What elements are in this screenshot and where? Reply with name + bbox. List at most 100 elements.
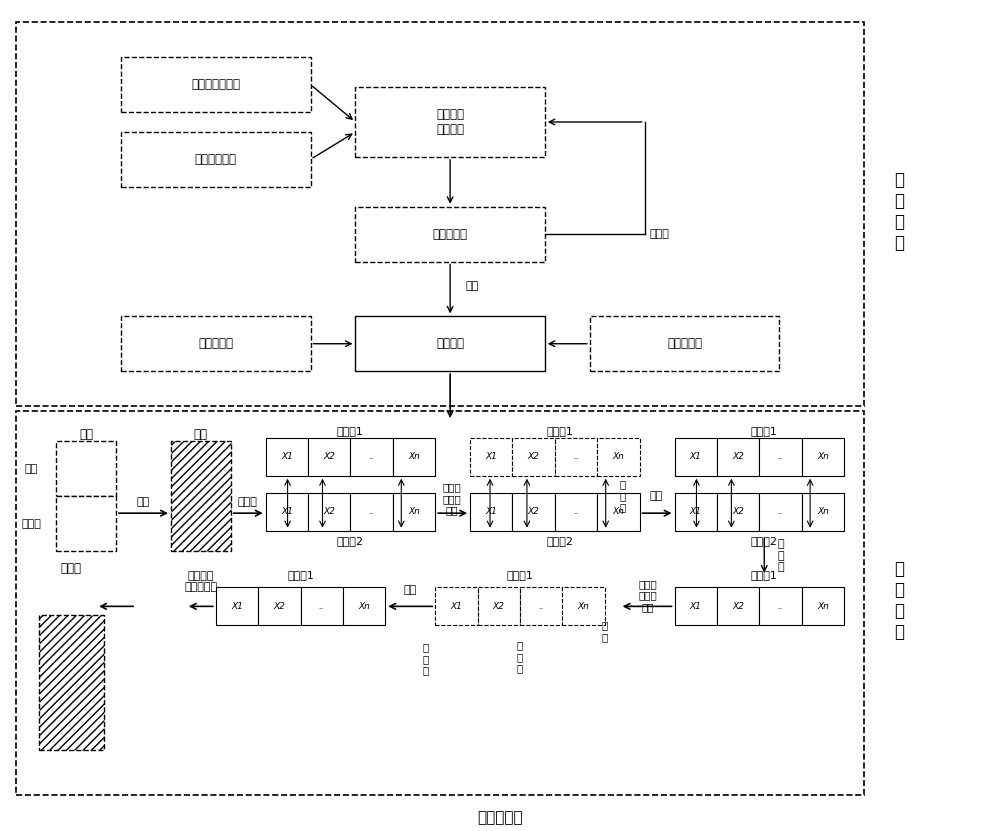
FancyBboxPatch shape bbox=[478, 588, 520, 625]
FancyBboxPatch shape bbox=[121, 132, 311, 187]
Text: ..: .. bbox=[778, 602, 783, 611]
Text: Xn: Xn bbox=[817, 507, 829, 516]
Text: Xn: Xn bbox=[578, 602, 589, 611]
Text: ..: .. bbox=[319, 602, 325, 611]
Text: X2: X2 bbox=[528, 507, 540, 516]
Text: X1: X1 bbox=[485, 507, 497, 516]
Text: X2: X2 bbox=[732, 452, 744, 461]
FancyBboxPatch shape bbox=[590, 317, 779, 371]
FancyBboxPatch shape bbox=[171, 441, 231, 551]
Text: X1: X1 bbox=[690, 507, 702, 516]
Text: 拥挤度: 拥挤度 bbox=[21, 519, 41, 529]
FancyBboxPatch shape bbox=[56, 496, 116, 551]
Text: 染色体1: 染色体1 bbox=[751, 426, 778, 436]
Text: 子代: 子代 bbox=[194, 428, 208, 441]
Text: X2: X2 bbox=[323, 452, 335, 461]
Text: ..: .. bbox=[778, 452, 783, 461]
FancyBboxPatch shape bbox=[350, 438, 393, 476]
Text: X1: X1 bbox=[690, 452, 702, 461]
Text: 交叉后
防重叠
约束: 交叉后 防重叠 约束 bbox=[443, 482, 462, 515]
FancyBboxPatch shape bbox=[470, 438, 512, 476]
Text: 染色体1: 染色体1 bbox=[287, 570, 314, 580]
Text: X1: X1 bbox=[450, 602, 462, 611]
FancyBboxPatch shape bbox=[802, 493, 844, 531]
FancyBboxPatch shape bbox=[675, 588, 717, 625]
Text: 布置区域网格化: 布置区域网格化 bbox=[191, 78, 240, 91]
FancyBboxPatch shape bbox=[470, 493, 512, 531]
Text: 初始种群: 初始种群 bbox=[436, 337, 464, 350]
Text: Xn: Xn bbox=[817, 602, 829, 611]
FancyBboxPatch shape bbox=[555, 438, 597, 476]
Text: 交叉前: 交叉前 bbox=[238, 497, 258, 507]
FancyBboxPatch shape bbox=[759, 588, 802, 625]
Text: X1: X1 bbox=[690, 602, 702, 611]
Text: 撤消: 撤消 bbox=[404, 585, 417, 595]
Text: 防重叠约束: 防重叠约束 bbox=[433, 228, 468, 241]
Text: ..: .. bbox=[778, 507, 783, 516]
Text: 拥挤度计算: 拥挤度计算 bbox=[667, 337, 702, 350]
FancyBboxPatch shape bbox=[355, 87, 545, 157]
Text: Xn: Xn bbox=[408, 452, 420, 461]
Text: 不
重
叠: 不 重 叠 bbox=[422, 642, 428, 676]
FancyBboxPatch shape bbox=[266, 438, 308, 476]
FancyBboxPatch shape bbox=[675, 438, 717, 476]
Text: ..: .. bbox=[573, 507, 579, 516]
Text: X2: X2 bbox=[732, 507, 744, 516]
Text: X1: X1 bbox=[281, 507, 293, 516]
Text: 父子合并
非支配排序: 父子合并 非支配排序 bbox=[184, 571, 217, 593]
FancyBboxPatch shape bbox=[717, 438, 759, 476]
Text: X2: X2 bbox=[493, 602, 505, 611]
Text: ..: .. bbox=[369, 507, 374, 516]
FancyBboxPatch shape bbox=[562, 588, 605, 625]
FancyBboxPatch shape bbox=[555, 493, 597, 531]
Text: 变异后
防重叠
约束: 变异后 防重叠 约束 bbox=[638, 579, 657, 612]
Text: Xn: Xn bbox=[817, 452, 829, 461]
Text: 变
异
前: 变 异 前 bbox=[777, 539, 784, 572]
FancyBboxPatch shape bbox=[56, 441, 116, 496]
Text: 父代: 父代 bbox=[79, 428, 93, 441]
FancyBboxPatch shape bbox=[393, 493, 435, 531]
Text: ..: .. bbox=[538, 602, 544, 611]
Text: 染色体1: 染色体1 bbox=[546, 426, 573, 436]
FancyBboxPatch shape bbox=[393, 438, 435, 476]
FancyBboxPatch shape bbox=[343, 588, 385, 625]
Text: ..: .. bbox=[369, 452, 374, 461]
Text: 染色体2: 染色体2 bbox=[337, 536, 364, 546]
FancyBboxPatch shape bbox=[759, 493, 802, 531]
FancyBboxPatch shape bbox=[802, 588, 844, 625]
FancyBboxPatch shape bbox=[266, 493, 308, 531]
Text: 非支配排序: 非支配排序 bbox=[198, 337, 233, 350]
FancyBboxPatch shape bbox=[597, 493, 640, 531]
Text: X1: X1 bbox=[281, 452, 293, 461]
Text: 染色体1: 染色体1 bbox=[751, 570, 778, 580]
FancyBboxPatch shape bbox=[39, 615, 104, 750]
Text: 层级: 层级 bbox=[25, 464, 38, 474]
Text: Xn: Xn bbox=[408, 507, 420, 516]
Text: X2: X2 bbox=[732, 602, 744, 611]
Text: 随机生成
决策变量: 随机生成 决策变量 bbox=[436, 108, 464, 136]
FancyBboxPatch shape bbox=[675, 493, 717, 531]
Text: 染色体2: 染色体2 bbox=[751, 536, 778, 546]
Text: 方法流程图: 方法流程图 bbox=[477, 810, 523, 825]
Text: 染色体1: 染色体1 bbox=[337, 426, 364, 436]
FancyBboxPatch shape bbox=[512, 438, 555, 476]
FancyBboxPatch shape bbox=[258, 588, 301, 625]
FancyBboxPatch shape bbox=[355, 317, 545, 371]
FancyBboxPatch shape bbox=[121, 317, 311, 371]
Text: 设施尺寸确定: 设施尺寸确定 bbox=[195, 153, 237, 166]
Text: X1: X1 bbox=[231, 602, 243, 611]
FancyBboxPatch shape bbox=[16, 411, 864, 794]
Text: 撤消: 撤消 bbox=[650, 491, 663, 501]
Text: 选择: 选择 bbox=[136, 497, 150, 507]
Text: X2: X2 bbox=[528, 452, 540, 461]
Text: X2: X2 bbox=[273, 602, 285, 611]
FancyBboxPatch shape bbox=[16, 22, 864, 406]
Text: ..: .. bbox=[573, 452, 579, 461]
FancyBboxPatch shape bbox=[308, 438, 350, 476]
Text: 优
化
阶
段: 优 化 阶 段 bbox=[894, 560, 904, 641]
Text: 初
始
阶
段: 初 始 阶 段 bbox=[894, 171, 904, 252]
FancyBboxPatch shape bbox=[520, 588, 562, 625]
FancyBboxPatch shape bbox=[350, 493, 393, 531]
FancyBboxPatch shape bbox=[597, 438, 640, 476]
Text: 新子代: 新子代 bbox=[61, 563, 82, 575]
